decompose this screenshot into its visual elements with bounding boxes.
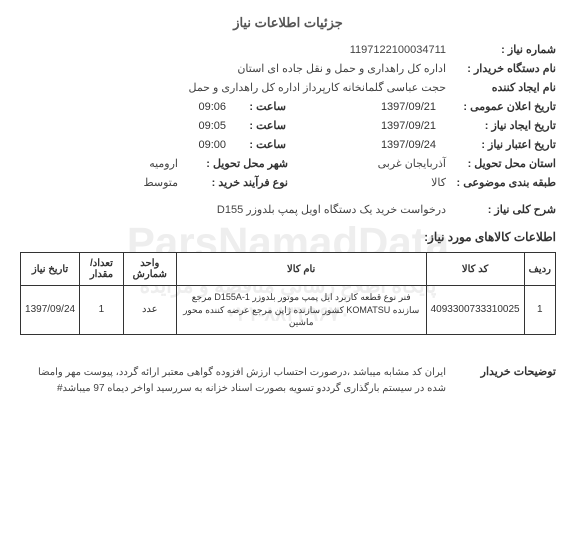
need-create-time: 09:05 bbox=[198, 120, 226, 132]
buyer-notes-label: توضیحات خریدار bbox=[446, 365, 556, 397]
cell-need-date: 1397/09/24 bbox=[21, 286, 80, 335]
process-type-label: نوع فرآیند خرید : bbox=[178, 176, 288, 189]
delivery-city-value: ارومیه bbox=[149, 157, 178, 170]
cell-code: 4093300733310025 bbox=[426, 286, 524, 335]
public-ann-label: تاریخ اعلان عمومی : bbox=[436, 100, 556, 113]
cell-row: 1 bbox=[524, 286, 555, 335]
need-create-date: 1397/09/21 bbox=[286, 120, 436, 132]
validity-label: تاریخ اعتبار نیاز : bbox=[436, 138, 556, 151]
process-type-value: متوسط bbox=[143, 176, 178, 189]
need-no-label: شماره نیاز : bbox=[446, 43, 556, 56]
category-label: طبقه بندی موضوعی : bbox=[446, 176, 556, 189]
items-section-title: اطلاعات کالاهای مورد نیاز: bbox=[20, 230, 556, 244]
buyer-org-value: اداره کل راهداری و حمل و نقل جاده ای است… bbox=[237, 62, 446, 75]
delivery-city-label: شهر محل تحویل : bbox=[178, 157, 288, 170]
table-row: 1 4093300733310025 فنر نوع قطعه کاربرد ا… bbox=[21, 286, 556, 335]
cell-qty: 1 bbox=[80, 286, 124, 335]
th-row: ردیف bbox=[524, 253, 555, 286]
items-table: ردیف کد کالا نام کالا واحد شمارش تعداد/ … bbox=[20, 252, 556, 335]
need-create-time-label: ساعت : bbox=[226, 119, 286, 132]
public-ann-time: 09:06 bbox=[198, 101, 226, 113]
buyer-org-label: نام دستگاه خریدار : bbox=[446, 62, 556, 75]
validity-time-label: ساعت : bbox=[226, 138, 286, 151]
delivery-prov-label: استان محل تحویل : bbox=[446, 157, 556, 170]
validity-time: 09:00 bbox=[198, 139, 226, 151]
delivery-prov-value: آذربایجان غربی bbox=[378, 157, 446, 170]
need-no-value: 1197122100034711 bbox=[350, 44, 446, 56]
th-need-date: تاریخ نیاز bbox=[21, 253, 80, 286]
need-desc-label: شرح کلی نیاز : bbox=[446, 203, 556, 216]
category-value: کالا bbox=[431, 176, 446, 189]
buyer-notes-text: ایران کد مشابه میباشد ،درصورت احتساب ارز… bbox=[20, 365, 446, 397]
public-ann-date: 1397/09/21 bbox=[286, 101, 436, 113]
th-qty: تعداد/ مقدار bbox=[80, 253, 124, 286]
cell-unit: عدد bbox=[123, 286, 176, 335]
creator-value: حجت عباسی گلمانخانه کارپرداز اداره کل را… bbox=[188, 81, 446, 94]
th-name: نام کالا bbox=[176, 253, 426, 286]
validity-date: 1397/09/24 bbox=[286, 139, 436, 151]
public-ann-time-label: ساعت : bbox=[226, 100, 286, 113]
need-desc-value: درخواست خرید یک دستگاه اویل پمپ بلدوزر D… bbox=[217, 203, 446, 216]
page-title: جزئیات اطلاعات نیاز bbox=[20, 15, 556, 31]
need-create-label: تاریخ ایجاد نیاز : bbox=[436, 119, 556, 132]
th-code: کد کالا bbox=[426, 253, 524, 286]
creator-label: نام ایجاد کننده bbox=[446, 81, 556, 94]
th-unit: واحد شمارش bbox=[123, 253, 176, 286]
cell-name: فنر نوع قطعه کاربرد ایل پمپ موتور بلدوزر… bbox=[176, 286, 426, 335]
